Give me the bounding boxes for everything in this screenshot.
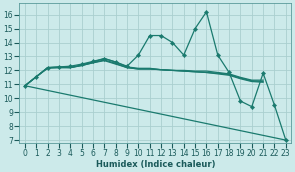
X-axis label: Humidex (Indice chaleur): Humidex (Indice chaleur) <box>96 159 215 169</box>
